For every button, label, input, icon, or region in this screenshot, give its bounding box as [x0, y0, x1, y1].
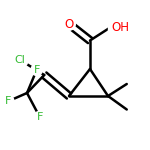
Text: Cl: Cl — [15, 55, 26, 65]
Circle shape — [31, 64, 42, 75]
Circle shape — [3, 96, 14, 107]
Text: F: F — [34, 65, 40, 75]
Circle shape — [12, 52, 28, 68]
Bar — [108, 22, 122, 32]
Text: OH: OH — [112, 21, 130, 33]
Circle shape — [63, 18, 75, 30]
Circle shape — [34, 111, 45, 123]
Text: F: F — [5, 96, 11, 106]
Text: O: O — [64, 18, 74, 30]
Text: F: F — [37, 112, 43, 122]
